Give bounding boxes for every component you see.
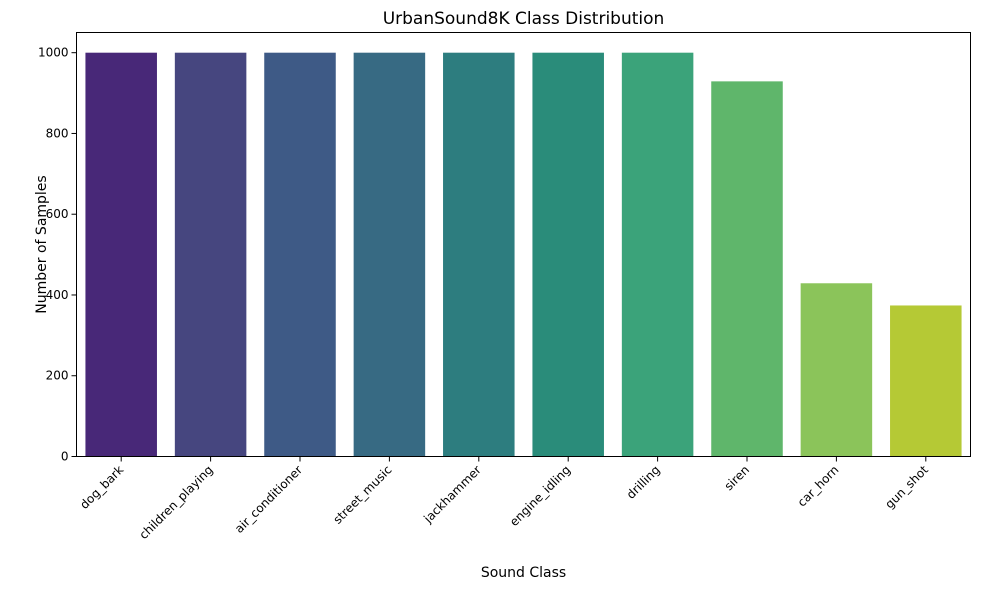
y-tick-label: 600 bbox=[46, 207, 69, 221]
x-tick-label-dog_bark: dog_bark bbox=[77, 463, 126, 512]
bar-street_music bbox=[353, 52, 426, 457]
y-tick-label: 800 bbox=[46, 126, 69, 140]
bar-drilling bbox=[621, 52, 694, 457]
x-tick-label-engine_idling: engine_idling bbox=[507, 463, 573, 529]
x-tick-label-jackhammer: jackhammer bbox=[420, 463, 484, 527]
x-tick-label-street_music: street_music bbox=[330, 463, 394, 527]
chart-title: UrbanSound8K Class Distribution bbox=[383, 9, 665, 29]
bar-car_horn bbox=[800, 283, 873, 457]
bar-children_playing bbox=[174, 52, 247, 457]
bar-jackhammer bbox=[443, 52, 515, 457]
y-axis-label: Number of Samples bbox=[34, 175, 50, 313]
y-tick-label: 400 bbox=[46, 288, 69, 302]
x-tick-label-drilling: drilling bbox=[624, 463, 663, 502]
plot-frame bbox=[76, 32, 971, 457]
bar-dog_bark bbox=[85, 52, 157, 457]
x-axis-ticks: dog_bark children_playing air_conditioner s… bbox=[77, 456, 931, 542]
x-axis-label: Sound Class bbox=[481, 565, 566, 581]
y-axis-ticks: 0 200 400 600 800 1000 bbox=[38, 46, 77, 464]
bar-siren bbox=[711, 81, 783, 457]
y-tick-label: 200 bbox=[46, 369, 69, 383]
x-tick-label-gun_shot: gun_shot bbox=[882, 463, 931, 512]
x-tick-label-siren: siren bbox=[722, 463, 753, 494]
x-tick-label-air_conditioner: air_conditioner bbox=[232, 463, 305, 536]
bar-gun_shot bbox=[890, 305, 962, 457]
y-tick-label: 1000 bbox=[38, 46, 69, 60]
y-tick-label: 0 bbox=[61, 450, 69, 464]
x-tick-label-car_horn: car_horn bbox=[795, 463, 842, 510]
bar-engine_idling bbox=[532, 52, 604, 457]
bar-air_conditioner bbox=[264, 52, 336, 457]
bars-layer bbox=[85, 52, 962, 457]
x-tick-label-children_playing: children_playing bbox=[136, 463, 215, 542]
